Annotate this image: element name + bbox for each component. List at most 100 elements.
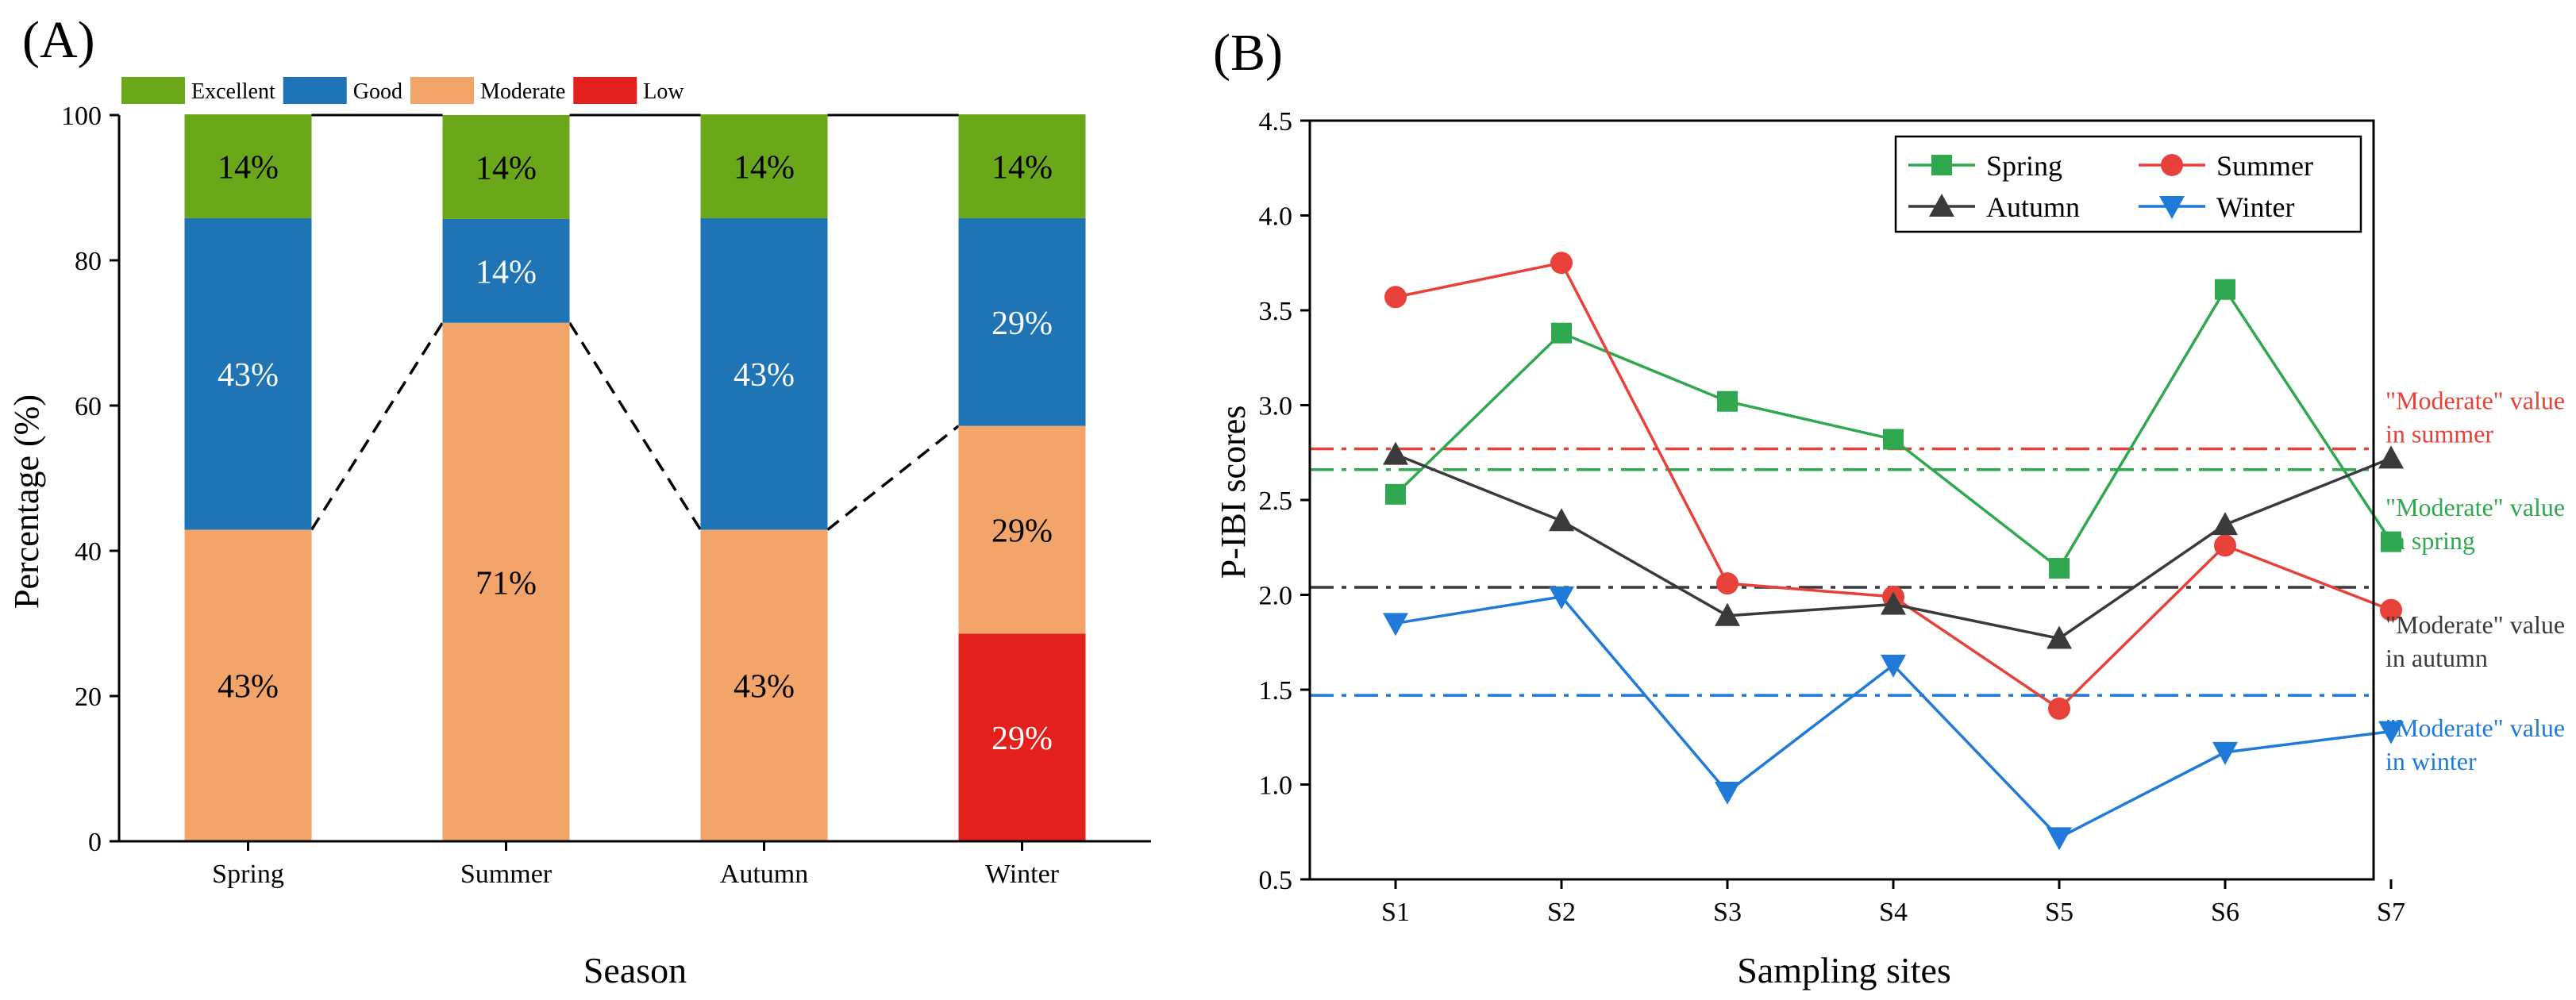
panel-a-x-axis-label: Season <box>583 950 687 990</box>
legend-swatch-moderate <box>410 77 474 104</box>
bar-low-winter <box>958 633 1086 841</box>
panel-a-connector-lines <box>310 113 960 531</box>
bar-good-summer <box>442 218 570 323</box>
bar-label-low-winter: 29% <box>992 721 1053 757</box>
point-autumn-s1 <box>1383 441 1408 465</box>
bar-label-good-spring: 43% <box>218 357 279 394</box>
point-autumn-s5 <box>2047 625 2072 649</box>
legend-marker-summer <box>2161 154 2183 176</box>
bar-good-winter <box>958 217 1086 426</box>
x-tick-label-spring: Spring <box>212 860 284 889</box>
y-tick-label: 80 <box>75 247 102 276</box>
point-summer-s7 <box>2380 598 2402 621</box>
reference-annotation-summer-line1: "Moderate" value <box>2385 386 2565 414</box>
y-tick-label: 60 <box>75 392 102 421</box>
point-spring-s2 <box>1551 322 1572 344</box>
bar-label-good-autumn: 43% <box>734 357 795 394</box>
bar-excellent-autumn <box>700 114 828 218</box>
panel-b-series <box>1383 252 2404 851</box>
panel-a-bar-labels: 43% 43% 14% 71% 14% 14% 43% 43% 14% 29% 29% 29% 14% <box>218 150 1053 758</box>
legend-box <box>1894 135 2362 233</box>
x-tick-label-s5: S5 <box>2045 898 2074 927</box>
panel-a-axes: 0 20 40 60 80 100 Spring Summer Autumn Winter <box>61 102 1151 889</box>
connector-line <box>568 321 702 531</box>
x-tick-label-s1: S1 <box>1381 898 1410 927</box>
point-winter-s6 <box>2212 741 2238 765</box>
point-autumn-s6 <box>2212 512 2238 536</box>
point-spring-s6 <box>2215 279 2235 300</box>
bar-excellent-summer <box>442 115 570 219</box>
point-winter-s7 <box>2378 721 2404 744</box>
x-tick-label-s7: S7 <box>2377 898 2405 927</box>
legend-label-autumn: Autumn <box>1986 191 2080 223</box>
reference-annotation-summer-line2: in summer <box>2385 419 2493 448</box>
bar-label-good-winter: 29% <box>992 306 1053 342</box>
bar-moderate-spring <box>184 529 312 841</box>
point-spring-s5 <box>2049 558 2070 579</box>
bar-label-excellent-spring: 14% <box>218 150 279 187</box>
reference-annotation-autumn-line2: in autumn <box>2385 644 2488 672</box>
point-winter-s2 <box>1549 586 1574 610</box>
legend-label-good: Good <box>353 79 402 104</box>
y-tick-label: 3.5 <box>1259 297 1293 326</box>
x-tick-label-summer: Summer <box>460 860 553 889</box>
legend-marker-spring <box>1931 155 1952 175</box>
panel-b-axes: 0.5 1.0 1.5 2.0 2.5 3.0 3.5 4.0 4.5 S1 S2 S3 S4 S5 S6 S… <box>1259 107 2405 927</box>
legend-swatch-good <box>283 77 347 104</box>
bar-label-excellent-summer: 14% <box>476 150 537 187</box>
bar-label-excellent-autumn: 14% <box>734 150 795 187</box>
point-autumn-s3 <box>1715 602 1740 626</box>
y-tick-label: 20 <box>75 683 102 712</box>
point-spring-s7 <box>2381 531 2401 552</box>
bar-label-good-summer: 14% <box>476 254 537 290</box>
panel-b-reference-annotations: "Moderate" value in summer "Moderate" valu… <box>2385 386 2565 775</box>
bar-excellent-spring <box>184 114 312 218</box>
x-tick-label-s2: S2 <box>1547 898 1576 927</box>
y-tick-label: 40 <box>75 537 102 567</box>
reference-annotation-winter-line1: "Moderate" value <box>2385 713 2565 742</box>
bar-moderate-winter <box>958 425 1086 634</box>
bar-label-moderate-winter: 29% <box>992 513 1053 549</box>
reference-annotation-autumn-line1: "Moderate" value <box>2385 610 2565 639</box>
point-autumn-s7 <box>2378 445 2404 469</box>
panel-b-reference-lines <box>1310 447 2374 697</box>
point-summer-s6 <box>2214 534 2236 557</box>
point-spring-s3 <box>1717 390 1738 412</box>
legend-swatch-low <box>573 77 637 104</box>
panel-b-line-chart: (B) 0.5 1.0 1.5 2.0 2.5 3.0 3.5 4.0 4.5 S1 S2 S3 S4 S… <box>1213 24 2565 990</box>
y-tick-label: 2.0 <box>1259 582 1293 611</box>
y-tick-label: 100 <box>61 102 102 131</box>
point-winter-s3 <box>1715 782 1740 806</box>
panel-a-stacked-bar-chart: (A) Excellent Good Moderate Low 43% 43% 14% 71… <box>7 11 1151 990</box>
x-tick-label-s3: S3 <box>1713 898 1742 927</box>
legend-label-summer: Summer <box>2216 150 2313 182</box>
reference-annotation-spring-line2: in spring <box>2385 526 2475 555</box>
bar-good-spring <box>184 217 312 530</box>
bar-label-moderate-spring: 43% <box>218 669 279 706</box>
connector-line <box>310 321 444 531</box>
point-autumn-s2 <box>1549 508 1574 532</box>
series-line-winter <box>1395 595 2392 840</box>
connector-line <box>826 425 960 531</box>
panel-b-x-axis-label: Sampling sites <box>1737 950 1951 990</box>
bar-moderate-summer <box>442 322 570 841</box>
plot-frame <box>1308 119 2375 881</box>
y-tick-label: 0 <box>88 828 102 857</box>
bar-good-autumn <box>700 217 828 530</box>
point-spring-s4 <box>1883 429 1904 450</box>
y-tick-label: 3.0 <box>1259 392 1293 421</box>
bar-label-moderate-summer: 71% <box>476 565 537 602</box>
bar-label-excellent-winter: 14% <box>992 150 1053 187</box>
x-tick-label-s6: S6 <box>2211 898 2239 927</box>
y-tick-label: 1.0 <box>1259 771 1293 801</box>
panel-b-label: (B) <box>1213 24 1283 82</box>
point-autumn-s4 <box>1881 591 1906 615</box>
point-winter-s5 <box>2047 827 2072 851</box>
panel-b-y-axis-label: P-IBI scores <box>1214 406 1253 579</box>
point-winter-s1 <box>1383 613 1408 637</box>
y-tick-label: 1.5 <box>1259 676 1293 706</box>
panel-b-legend: Spring Summer Autumn Winter <box>1894 135 2362 233</box>
point-summer-s5 <box>2048 697 2070 720</box>
series-line-spring <box>1394 287 2393 571</box>
